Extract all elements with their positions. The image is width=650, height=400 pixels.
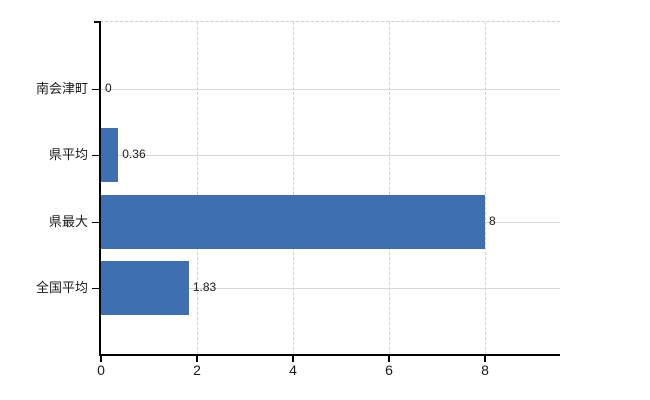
x-tick — [100, 356, 102, 362]
plot-top-border — [100, 21, 560, 22]
x-tick-label: 2 — [193, 362, 201, 378]
x-tick-label: 6 — [385, 362, 393, 378]
gridline-horizontal — [101, 288, 560, 290]
x-tick-label: 0 — [97, 362, 105, 378]
gridline-vertical — [197, 22, 198, 355]
gridline-vertical — [485, 22, 486, 355]
bar — [101, 128, 119, 183]
x-tick — [292, 356, 294, 362]
bar — [101, 261, 189, 316]
value-label: 0 — [105, 80, 112, 95]
gridline-vertical — [389, 22, 390, 355]
gridline-horizontal — [101, 155, 560, 157]
category-label: 県平均 — [48, 147, 88, 163]
value-label: 1.83 — [192, 280, 217, 295]
category-tick — [92, 221, 100, 223]
x-tick-label: 8 — [481, 362, 489, 378]
gridline-vertical — [293, 22, 294, 355]
value-label: 8 — [489, 213, 496, 228]
x-axis-line — [99, 354, 560, 356]
y-axis-endcap — [94, 21, 101, 23]
x-tick — [196, 356, 198, 362]
bar — [101, 194, 485, 249]
category-tick — [92, 288, 100, 290]
category-label: 全国平均 — [35, 280, 88, 296]
y-axis-line — [99, 22, 101, 355]
category-label: 南会津町 — [35, 80, 88, 96]
x-tick-label: 4 — [289, 362, 297, 378]
gridline-horizontal — [101, 88, 560, 90]
x-tick — [388, 356, 390, 362]
category-label: 県最大 — [48, 213, 88, 229]
category-tick — [92, 155, 100, 157]
category-tick — [92, 88, 100, 90]
value-label: 0.36 — [122, 147, 146, 162]
x-tick — [484, 356, 486, 362]
